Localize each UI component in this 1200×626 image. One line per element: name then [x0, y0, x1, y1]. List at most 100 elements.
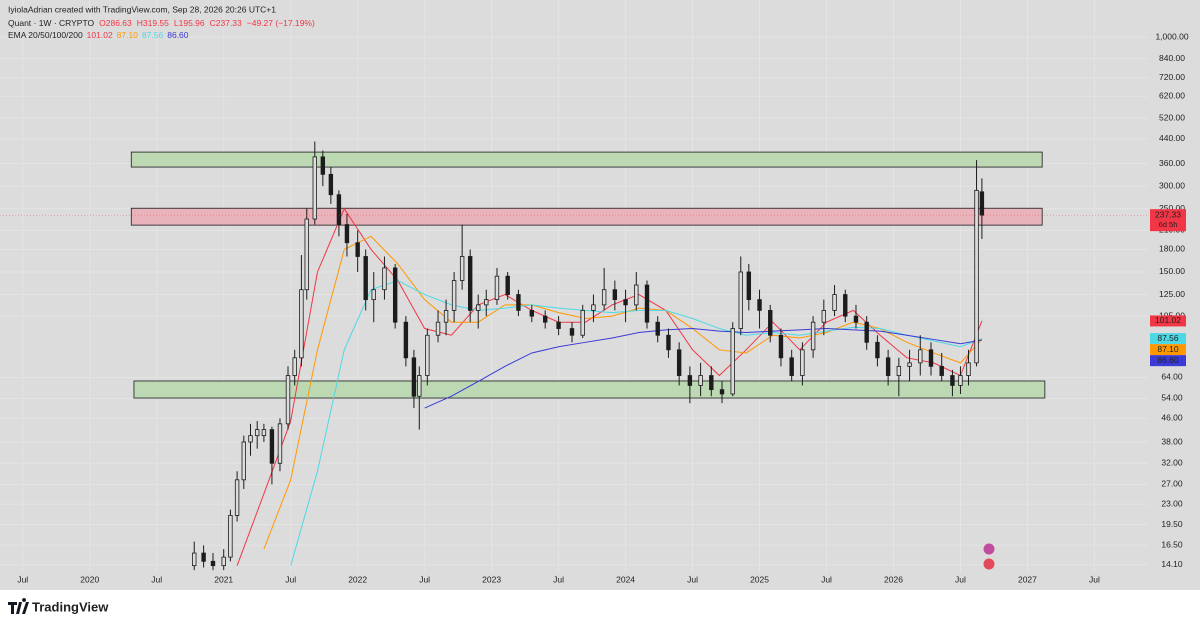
candle-body: [907, 362, 912, 367]
ema-value: 86.60: [167, 30, 189, 40]
candle-body: [939, 365, 944, 376]
ema-badge: [1150, 333, 1186, 345]
y-tick-label: 64.00: [1161, 372, 1183, 382]
symbol-legend: Quant · 1W · CRYPTO O286.63 H319.55 L195.96…: [8, 18, 315, 28]
candle-body: [687, 375, 693, 386]
x-tick-label: Jul: [955, 574, 966, 584]
x-tick-label: 2026: [884, 574, 903, 584]
candle-body: [719, 389, 725, 395]
candle-body: [425, 334, 430, 376]
ema-line: [290, 279, 983, 566]
candle-body: [950, 375, 955, 386]
y-tick-label: 720.00: [1159, 72, 1185, 82]
candle-body: [192, 552, 197, 567]
candle-body: [299, 289, 304, 359]
zones: [130, 151, 1046, 399]
candle-body: [601, 289, 607, 306]
x-tick-label: Jul: [151, 574, 162, 584]
candle-body: [757, 299, 762, 311]
candle-body: [241, 441, 246, 481]
ema-badge-label: 101.02: [1155, 315, 1181, 325]
candle-body: [832, 294, 837, 311]
candle-body: [655, 321, 660, 336]
candle-body: [451, 280, 457, 311]
ema-line: [424, 328, 982, 409]
y-tick-label: 150.00: [1159, 266, 1185, 276]
x-tick-label: Jul: [553, 574, 564, 584]
candle-body: [344, 224, 350, 244]
price-badge-label: 237.33: [1155, 209, 1181, 219]
candle-body: [979, 191, 985, 216]
y-tick-label: 38.00: [1161, 436, 1183, 446]
candle-body: [821, 309, 827, 323]
x-tick-label: Jul: [17, 574, 28, 584]
candle-body: [666, 334, 671, 351]
candle-body: [269, 429, 275, 464]
y-tick-label: 19.50: [1161, 519, 1183, 529]
y-tick-label: 840.00: [1159, 53, 1185, 63]
ema-badge-label: 86.60: [1157, 355, 1179, 365]
x-tick-label: Jul: [419, 574, 430, 584]
candle-body: [304, 218, 309, 291]
candle-body: [248, 435, 253, 443]
x-tick-label: 2027: [1018, 574, 1037, 584]
ema-legend: EMA 20/50/100/200 101.02 87.10 87.56 86.60: [8, 30, 189, 40]
y-tick-label: 250.00: [1159, 203, 1185, 213]
candle-body: [505, 275, 510, 295]
candle-body: [312, 156, 317, 220]
candle-body: [569, 328, 575, 336]
y-tick-label: 125.00: [1159, 289, 1185, 299]
candle-body: [201, 552, 206, 562]
candle-body: [516, 294, 521, 311]
y-tick-label: 180.00: [1159, 244, 1185, 254]
x-tick-label: 2020: [80, 574, 99, 584]
candle-body: [789, 357, 794, 376]
y-tick-label: 16.50: [1161, 540, 1183, 550]
candle-body: [580, 309, 585, 336]
candle-body: [467, 256, 473, 311]
y-tick-label: 32.00: [1161, 458, 1183, 468]
candle-body: [476, 304, 481, 311]
x-tick-label: 2024: [616, 574, 635, 584]
ohlc-high: H319.55: [137, 18, 169, 28]
x-tick-label: 2022: [348, 574, 367, 584]
candle-body: [371, 289, 376, 301]
y-tick-label: 620.00: [1159, 91, 1185, 101]
candle-body: [974, 189, 979, 364]
candle-body: [221, 556, 226, 567]
y-tick-label: 440.00: [1159, 133, 1185, 143]
candle-body: [494, 275, 500, 301]
y-tick-label: 27.00: [1161, 479, 1183, 489]
flag-icon[interactable]: [983, 558, 995, 570]
x-tick-label: 2023: [482, 574, 501, 584]
candle-body: [556, 321, 561, 329]
candle-body: [336, 194, 342, 225]
candle-body: [928, 349, 934, 367]
candle-body: [484, 299, 489, 306]
candle-body: [875, 341, 880, 359]
event-icon[interactable]: [983, 543, 995, 555]
candle-body: [443, 309, 449, 323]
y-tick-label: 105.00: [1159, 310, 1185, 320]
ema-value: 87.10: [117, 30, 139, 40]
candle-body: [623, 299, 628, 306]
candle-body: [411, 357, 417, 397]
candle-body: [896, 365, 902, 376]
x-tick-label: Jul: [1089, 574, 1100, 584]
price-badge: [1150, 209, 1186, 232]
candle-body: [644, 284, 650, 323]
candle-body: [417, 375, 422, 397]
ema-badge: [1150, 344, 1186, 356]
candle-body: [810, 321, 816, 351]
candle-body: [746, 271, 752, 301]
zone: [133, 380, 1046, 399]
candle-body: [285, 375, 291, 425]
ema-value: 87.56: [142, 30, 164, 40]
candle-body: [885, 357, 891, 376]
y-tick-label: 46.00: [1161, 413, 1183, 423]
ema-value: 101.02: [87, 30, 113, 40]
candle-body: [853, 315, 859, 323]
candle-body: [210, 560, 216, 567]
ema-badge-label: 87.10: [1157, 344, 1179, 354]
